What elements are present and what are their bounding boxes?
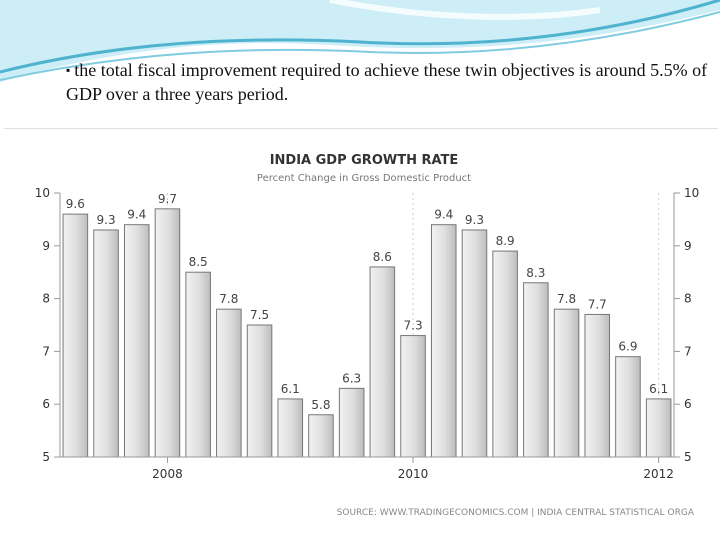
- chart-subtitle: Percent Change in Gross Domestic Product: [257, 173, 471, 184]
- y-tick-label-left: 5: [42, 450, 50, 464]
- bar-16: [523, 282, 549, 458]
- bar-value-label-17: 7.8: [557, 292, 576, 306]
- y-tick-label-right: 9: [684, 239, 692, 253]
- bar-20: [645, 398, 672, 458]
- bar-2: [93, 229, 119, 458]
- bar-13: [430, 224, 457, 458]
- bar-value-label-18: 7.7: [588, 297, 607, 311]
- header-swoosh-decoration: [0, 0, 720, 82]
- bar-value-label-8: 6.1: [281, 382, 300, 396]
- y-tick-label-right: 7: [684, 344, 692, 358]
- x-tick-label: 2008: [152, 467, 183, 481]
- bar-value-label-5: 8.5: [189, 255, 208, 269]
- bar-value-label-2: 9.3: [97, 213, 116, 227]
- bar-15: [492, 250, 518, 458]
- bar-value-label-20: 6.1: [649, 382, 668, 396]
- y-tick-label-left: 7: [42, 344, 50, 358]
- bar-value-label-3: 9.4: [127, 208, 146, 222]
- bullet-marker: ▪: [66, 63, 71, 77]
- bar-value-label-13: 9.4: [434, 208, 453, 222]
- y-tick-label-right: 8: [684, 292, 692, 306]
- bar-value-label-6: 7.8: [219, 292, 238, 306]
- y-tick-label-right: 10: [684, 186, 699, 200]
- bar-14: [461, 229, 488, 458]
- y-tick-label-left: 10: [35, 186, 50, 200]
- bar-value-label-1: 9.6: [66, 197, 85, 211]
- bar-value-label-19: 6.9: [618, 340, 637, 354]
- y-tick-label-right: 5: [684, 450, 692, 464]
- bar-3: [123, 224, 150, 458]
- bar-value-label-9: 5.8: [311, 398, 330, 412]
- bar-12: [400, 335, 426, 458]
- bar-value-label-14: 9.3: [465, 213, 484, 227]
- x-tick-label: 2010: [398, 467, 429, 481]
- gdp-growth-chart: INDIA GDP GROWTH RATE Percent Change in …: [35, 153, 700, 518]
- y-tick-label-left: 9: [42, 239, 50, 253]
- bar-17: [553, 308, 580, 458]
- y-tick-label-left: 8: [42, 292, 50, 306]
- y-tick-label-left: 6: [42, 397, 50, 411]
- bar-9: [308, 414, 334, 458]
- bar-11: [369, 266, 396, 458]
- bar-19: [615, 356, 641, 458]
- bar-8: [277, 398, 304, 458]
- bar-4: [154, 208, 181, 458]
- gdp-chart-panel: INDIA GDP GROWTH RATE Percent Change in …: [4, 128, 718, 539]
- chart-title: INDIA GDP GROWTH RATE: [270, 153, 459, 168]
- bar-6: [216, 308, 242, 458]
- bar-value-label-10: 6.3: [342, 371, 361, 385]
- bar-value-label-7: 7.5: [250, 308, 269, 322]
- bullet-point-text: the total fiscal improvement required to…: [66, 60, 708, 104]
- bar-value-label-11: 8.6: [373, 250, 392, 264]
- bar-value-label-4: 9.7: [158, 192, 177, 206]
- x-tick-label: 2012: [643, 467, 674, 481]
- y-tick-label-right: 6: [684, 397, 692, 411]
- chart-source: SOURCE: WWW.TRADINGECONOMICS.COM | INDIA…: [337, 508, 695, 518]
- bar-7: [246, 324, 273, 458]
- bar-5: [185, 271, 211, 458]
- bar-value-label-15: 8.9: [496, 234, 515, 248]
- bar-10: [338, 387, 365, 458]
- bar-value-label-12: 7.3: [404, 319, 423, 333]
- bar-value-label-16: 8.3: [526, 266, 545, 280]
- bar-1: [62, 213, 89, 458]
- bullet-point: ▪ the total fiscal improvement required t…: [66, 58, 716, 106]
- bar-18: [584, 313, 611, 458]
